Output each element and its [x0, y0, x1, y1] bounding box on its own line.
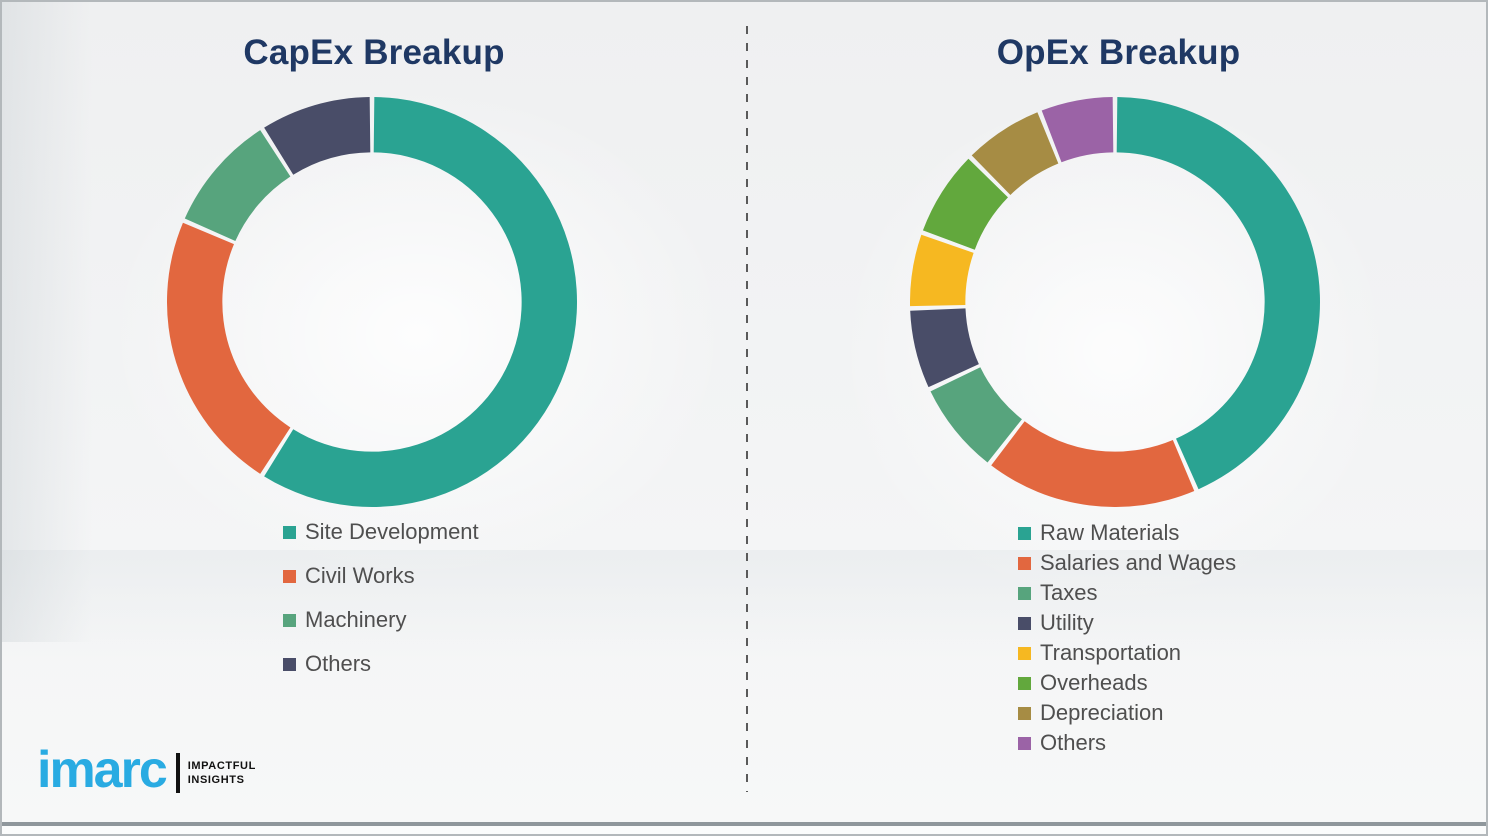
legend-label: Utility: [1040, 610, 1094, 635]
tagline-line-1: IMPACTFUL: [187, 760, 256, 772]
legend-swatch: [1018, 556, 1031, 570]
legend-swatch: [1018, 676, 1031, 690]
donut-segment-overheads: [922, 158, 1008, 250]
legend-item-transportation: Transportation: [1018, 638, 1236, 668]
imarc-logo-text: imarc: [37, 741, 168, 799]
legend-label: Taxes: [1040, 580, 1098, 605]
legend-label: Transportation: [1040, 640, 1182, 665]
legend-label: Others: [305, 651, 372, 676]
donut-segment-raw-materials: [1116, 97, 1320, 490]
legend-label: Overheads: [1040, 670, 1148, 695]
donut-segment-taxes: [930, 367, 1022, 463]
legend-label: Depreciation: [1040, 700, 1164, 725]
tagline-line-2: INSIGHTS: [187, 774, 245, 786]
capex-legend: Site Development Civil Works Machinery Othe…: [283, 510, 479, 686]
donut-segment-others: [1041, 97, 1114, 163]
legend-swatch: [1018, 616, 1031, 630]
opex-legend: Raw Materials Salaries and Wages Taxes Util…: [1018, 518, 1236, 758]
legend-swatch: [283, 657, 296, 671]
legend-label: Site Development: [305, 519, 479, 544]
background-wash-left: [2, 2, 92, 642]
donut-segment-civil-works: [167, 222, 291, 474]
donut-segment-salaries-and-wages: [991, 421, 1195, 507]
capex-title: CapEx Breakup: [243, 33, 505, 72]
bottom-edge-bar: [2, 822, 1486, 826]
donut-segment-others: [264, 97, 371, 175]
legend-item-utility: Utility: [1018, 608, 1236, 638]
legend-swatch: [283, 569, 296, 583]
legend-item-civil-works: Civil Works: [283, 554, 479, 598]
legend-item-raw-materials: Raw Materials: [1018, 518, 1236, 548]
donut-segment-site-development: [264, 97, 577, 507]
legend-item-overheads: Overheads: [1018, 668, 1236, 698]
legend-swatch: [1018, 706, 1031, 720]
legend-swatch: [1018, 736, 1031, 750]
donut-segment-transportation: [910, 234, 974, 307]
legend-label: Civil Works: [305, 563, 415, 588]
imarc-logo: imarc IMPACTFUL INSIGHTS: [37, 744, 256, 796]
legend-item-others: Others: [1018, 728, 1236, 758]
legend-item-machinery: Machinery: [283, 598, 479, 642]
donut-segment-machinery: [184, 130, 291, 242]
legend-label: Raw Materials: [1040, 520, 1180, 545]
background-wash-band: [2, 550, 1486, 660]
donut-segment-utility: [910, 308, 979, 388]
donut-segment-depreciation: [971, 112, 1059, 195]
panel-divider: [746, 26, 748, 792]
legend-item-site-development: Site Development: [283, 510, 479, 554]
legend-swatch: [283, 613, 296, 627]
legend-label: Machinery: [305, 607, 407, 632]
capex-donut-chart: [167, 97, 577, 507]
bottom-edge-white: [2, 826, 1486, 834]
legend-swatch: [1018, 646, 1031, 660]
legend-item-taxes: Taxes: [1018, 578, 1236, 608]
legend-swatch: [1018, 586, 1031, 600]
legend-label: Others: [1040, 730, 1107, 755]
legend-swatch: [283, 525, 296, 539]
opex-donut-chart: [910, 97, 1320, 507]
imarc-tagline: IMPACTFUL INSIGHTS: [188, 759, 256, 787]
logo-divider-bar: [175, 753, 180, 793]
legend-label: Salaries and Wages: [1040, 550, 1237, 575]
legend-swatch: [1018, 526, 1031, 540]
legend-item-salaries-and-wages: Salaries and Wages: [1018, 548, 1236, 578]
legend-item-others: Others: [283, 642, 479, 686]
opex-title: OpEx Breakup: [996, 33, 1241, 72]
legend-item-depreciation: Depreciation: [1018, 698, 1236, 728]
